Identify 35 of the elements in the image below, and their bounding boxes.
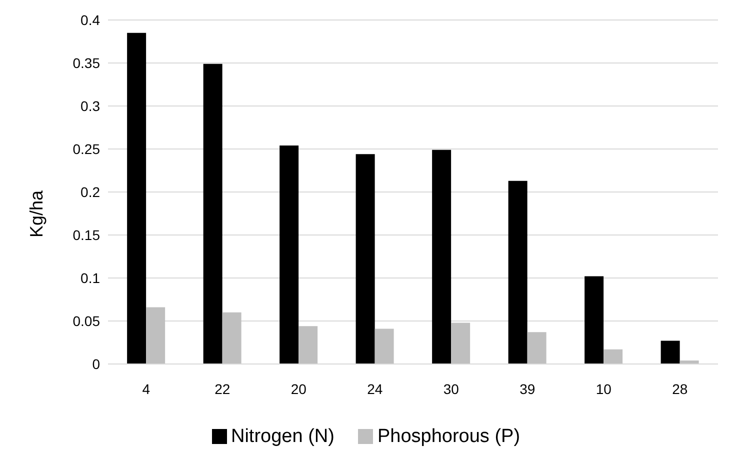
- bar: [374, 328, 394, 364]
- bar: [508, 180, 528, 364]
- legend-label: Nitrogen (N): [230, 426, 334, 447]
- bar: [203, 64, 222, 364]
- y-tick-label: 0: [92, 356, 100, 372]
- bar: [604, 349, 623, 364]
- y-tick-label: 0.05: [72, 312, 100, 329]
- x-tick-label: 22: [214, 380, 230, 397]
- bar: [298, 326, 318, 364]
- bar: [432, 150, 452, 364]
- bar: [527, 332, 546, 364]
- x-tick-label: 28: [672, 380, 688, 397]
- y-tick-label: 0.3: [80, 98, 100, 114]
- y-axis-title: Kg/ha: [26, 189, 46, 238]
- legend-label: Phosphorous (P): [377, 426, 520, 447]
- x-tick-label: 30: [443, 380, 460, 397]
- x-tick-label: 20: [290, 380, 307, 397]
- y-tick-label: 0.15: [72, 226, 100, 243]
- bar: [451, 322, 470, 364]
- x-tick-label: 24: [367, 380, 383, 397]
- x-tick-label: 4: [142, 380, 150, 397]
- y-tick-label: 0.35: [72, 54, 100, 71]
- bar: [222, 312, 242, 364]
- x-tick-label: 39: [520, 380, 536, 397]
- bar: [127, 32, 146, 364]
- bar: [146, 307, 166, 364]
- bar: [356, 154, 375, 364]
- bar: [660, 340, 680, 364]
- y-tick-label: 0.2: [80, 184, 100, 200]
- bar: [280, 146, 299, 364]
- y-tick-label: 0.4: [80, 12, 100, 28]
- bar: [584, 276, 604, 364]
- x-tick-label: 10: [596, 380, 612, 397]
- y-tick-label: 0.25: [72, 140, 100, 157]
- y-tick-label: 0.1: [80, 270, 100, 286]
